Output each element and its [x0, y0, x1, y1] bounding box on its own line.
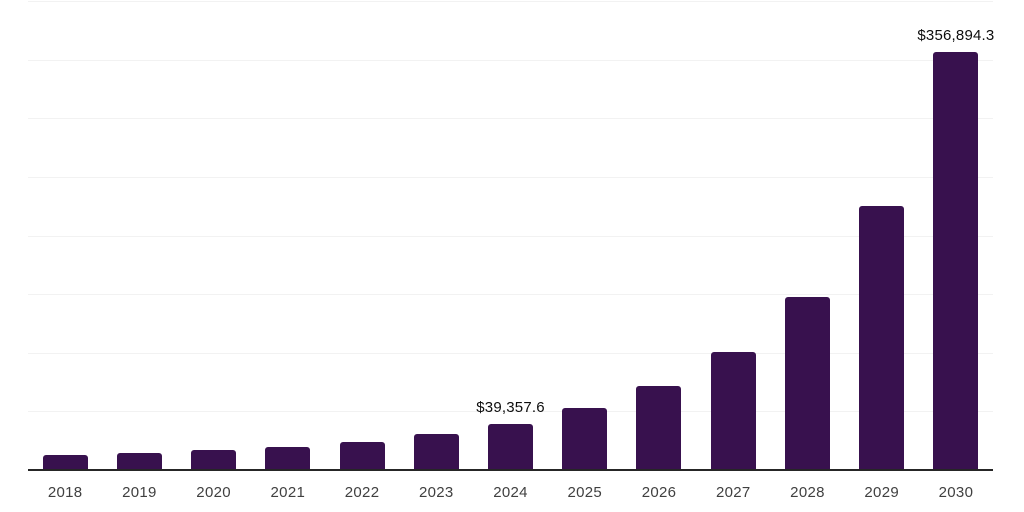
gridline-400000	[28, 1, 993, 2]
x-tick-label-2023: 2023	[419, 484, 454, 501]
x-tick-label-2030: 2030	[938, 484, 974, 501]
bar-2025[interactable]	[562, 407, 608, 470]
gridline-50000	[28, 411, 993, 413]
bar-group-2027: 2027	[696, 1, 770, 501]
x-tick-label-2029: 2029	[864, 484, 899, 501]
bar-group-2020: 2020	[176, 1, 250, 501]
bar-value-label-2030: $356,894.3	[917, 26, 995, 44]
gridline-250000	[28, 176, 993, 178]
gridline-150000	[28, 294, 993, 296]
x-tick-label-2022: 2022	[344, 484, 380, 501]
bars-container: 2018 2019 2020 2021 2022 2023 $39,357.6 2024 202…	[28, 1, 995, 502]
bar-2024[interactable]	[488, 423, 534, 470]
bar-2026[interactable]	[636, 386, 682, 470]
x-tick-label-2025: 2025	[567, 484, 603, 501]
gridline-100000	[28, 352, 993, 354]
bar-2019[interactable]	[116, 452, 162, 470]
bar-2023[interactable]	[413, 434, 459, 470]
bar-group-2022: 2022	[325, 1, 399, 501]
x-tick-label-2028: 2028	[790, 484, 825, 501]
bar-2022[interactable]	[339, 442, 385, 470]
x-tick-label-2026: 2026	[641, 484, 677, 501]
x-tick-label-2021: 2021	[270, 484, 306, 501]
bar-group-2029: 2029	[845, 1, 919, 501]
x-tick-label-2018: 2018	[47, 484, 83, 501]
x-tick-label-2020: 2020	[196, 484, 231, 501]
bar-group-2026: 2026	[622, 1, 696, 501]
bar-group-2019: 2019	[102, 1, 176, 501]
bar-group-2030: $356,894.3 2030	[917, 1, 995, 502]
bar-2028[interactable]	[784, 296, 830, 470]
bar-group-2018: 2018	[28, 1, 102, 501]
bar-2020[interactable]	[191, 450, 237, 470]
x-tick-label-2019: 2019	[122, 484, 157, 501]
bar-group-2024: $39,357.6 2024	[473, 1, 547, 501]
bar-group-2025: 2025	[548, 1, 622, 501]
x-axis-line	[28, 469, 993, 471]
bar-2018[interactable]	[42, 455, 88, 470]
gridline-350000	[28, 59, 993, 61]
bar-2030[interactable]	[933, 51, 979, 470]
bar-2027[interactable]	[710, 351, 756, 470]
bar-group-2023: 2023	[399, 1, 473, 501]
plot-area: 2018 2019 2020 2021 2022 2023 $39,357.6 2024 202…	[28, 1, 995, 502]
bar-group-2028: 2028	[770, 1, 844, 501]
gridline-200000	[28, 235, 993, 237]
gridline-300000	[28, 118, 993, 120]
x-tick-label-2027: 2027	[715, 484, 751, 501]
bar-value-label-2024: $39,357.6	[476, 398, 545, 416]
bar-2021[interactable]	[265, 446, 311, 470]
bar-group-2021: 2021	[251, 1, 325, 501]
x-tick-label-2024: 2024	[493, 484, 528, 501]
bar-2029[interactable]	[859, 205, 905, 470]
